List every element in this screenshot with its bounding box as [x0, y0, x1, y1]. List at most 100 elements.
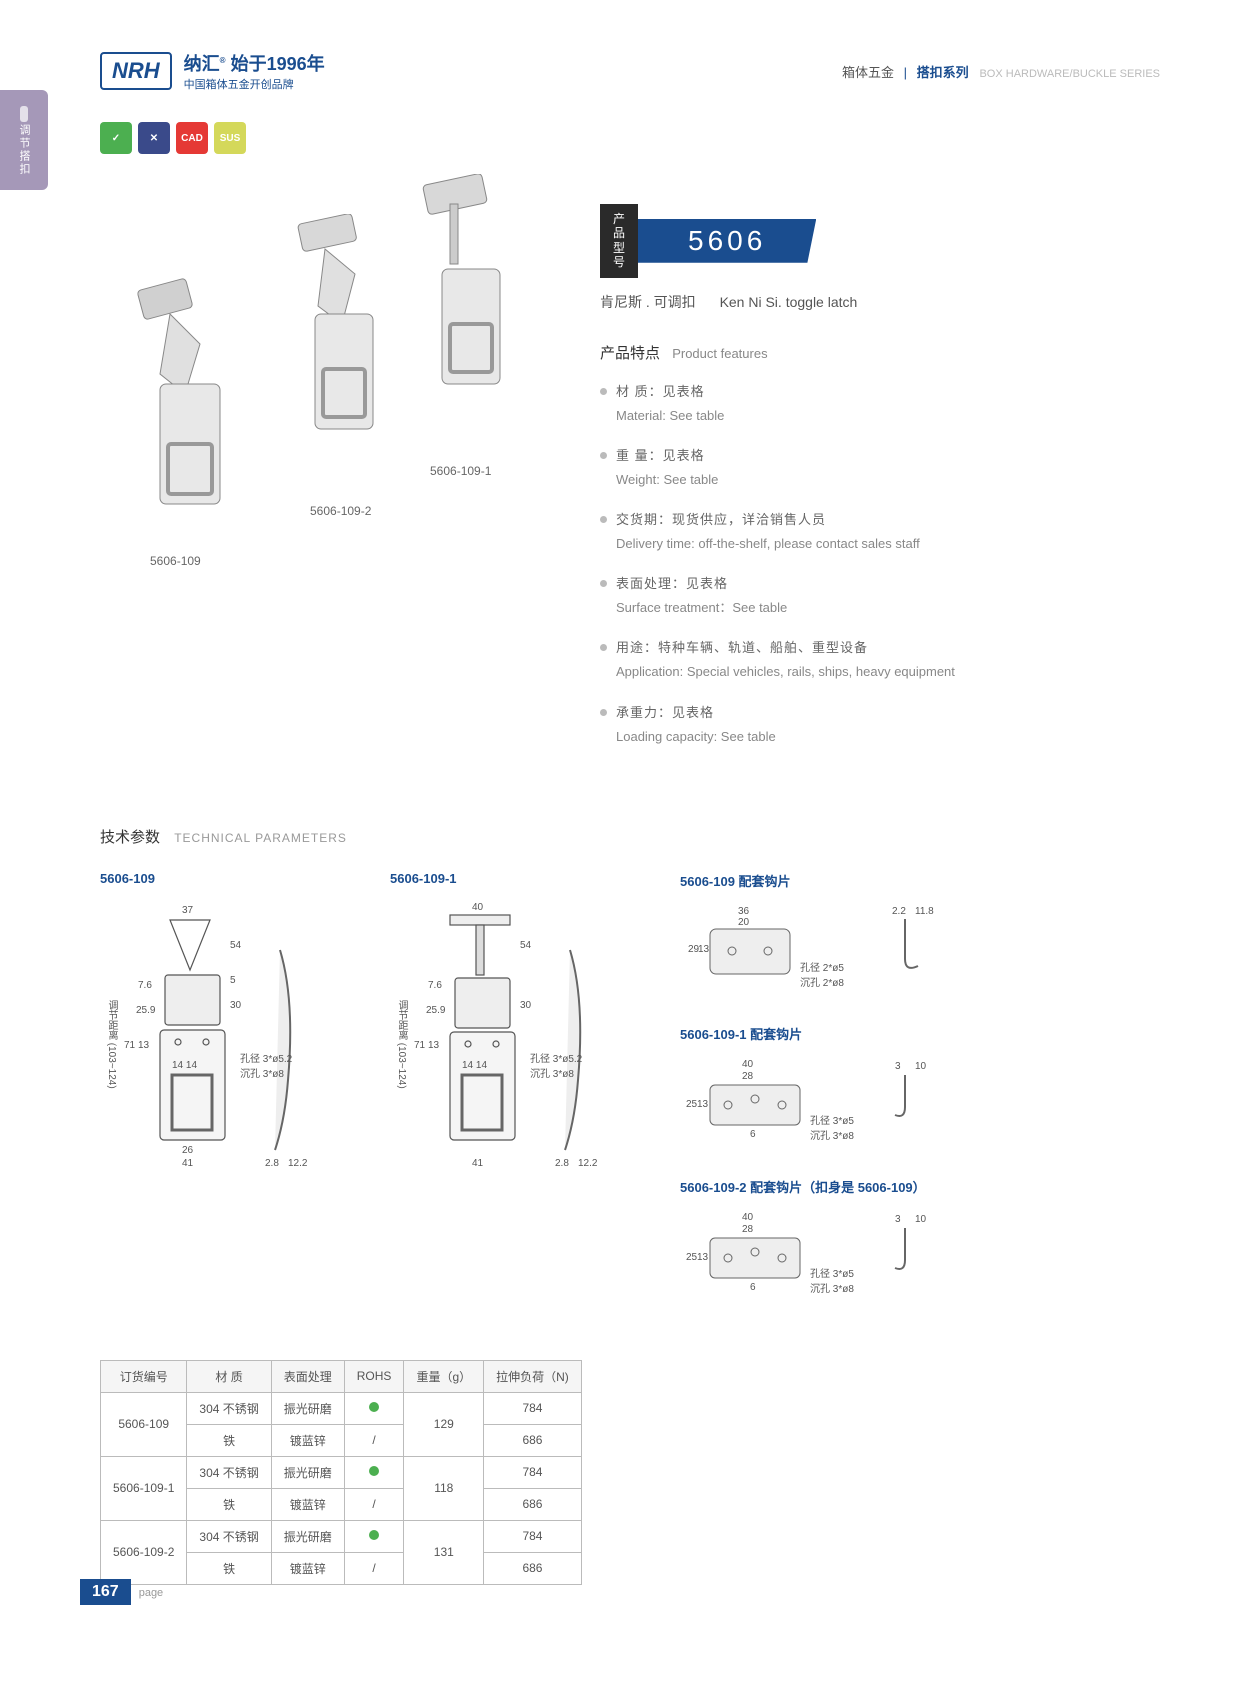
td-wt: 118 [404, 1456, 484, 1520]
d2-h1: 54 [520, 940, 531, 951]
info-column: 产品 型号 5606 肯尼斯 . 可调扣 Ken Ni Si. toggle l… [600, 174, 1160, 766]
hr-en: BOX HARDWARE/BUCKLE SERIES [979, 68, 1160, 80]
h1-s2: 11.8 [915, 906, 934, 917]
param-table: 订货编号材 质表面处理ROHS重量（g）拉伸负荷（N) 5606-109304 … [100, 1360, 582, 1585]
model-tag: 产品 型号 [600, 204, 638, 278]
td-surf: 振光研磨 [271, 1456, 344, 1488]
feat-title-en: Product features [672, 346, 767, 361]
feat-en: Material: See table [616, 405, 1160, 427]
sub-cn: 肯尼斯 . 可调扣 [600, 294, 696, 310]
d2-b1: 14 [462, 1060, 473, 1071]
h1-s1: 2.2 [892, 906, 906, 917]
header: NRH 纳汇® 始于1996年 中国箱体五金开创品牌 箱体五金 | 搭扣系列 B… [100, 50, 1160, 92]
td-load: 784 [484, 1392, 582, 1424]
td-mat: 铁 [187, 1424, 271, 1456]
h2-w2: 28 [742, 1071, 753, 1082]
h3-h: 25 [686, 1252, 697, 1263]
since: 始于1996年 [231, 54, 325, 74]
d2-hole: 孔径 3*ø5.2 沉孔 3*ø8 [530, 1050, 582, 1080]
d1-b3: 26 [182, 1145, 193, 1156]
d1-h2: 7.6 [138, 980, 152, 991]
h1-h2: 13 [698, 944, 709, 955]
td-mat: 304 不锈钢 [187, 1456, 271, 1488]
table-row: 5606-109-1304 不锈钢振光研磨118784 [101, 1456, 582, 1488]
feat-en: Surface treatment：See table [616, 597, 1160, 619]
d2-b2: 14 [476, 1060, 487, 1071]
d2-h5: 71 [414, 1040, 425, 1051]
h2-hole: 孔径 3*ø5 沉孔 3*ø8 [810, 1112, 854, 1142]
h2-s1: 3 [895, 1061, 901, 1072]
feat-cn: 重 量：见表格 [616, 448, 705, 463]
d1-b1: 14 [172, 1060, 183, 1071]
td-code: 5606-109 [101, 1392, 187, 1456]
brand-cn: 纳汇 [184, 54, 220, 74]
td-rohs [344, 1520, 404, 1552]
feature-item: 表面处理：见表格 Surface treatment：See table [600, 573, 1160, 619]
d1-s2: 12.2 [288, 1158, 307, 1169]
td-rohs: / [344, 1488, 404, 1520]
td-code: 5606-109-2 [101, 1520, 187, 1584]
td-wt: 131 [404, 1520, 484, 1584]
d1-b2: 14 [186, 1060, 197, 1071]
d1-label: 5606-109 [100, 871, 360, 886]
th: 订货编号 [101, 1360, 187, 1392]
prod-lbl-1: 5606-109 [150, 554, 201, 568]
table-row: 5606-109-2304 不锈钢振光研磨131784 [101, 1520, 582, 1552]
diagram-1: 37 54 7.6 5 25.9 30 13 71 调节距离 (103~124)… [100, 900, 360, 1180]
td-mat: 304 不锈钢 [187, 1520, 271, 1552]
td-load: 784 [484, 1456, 582, 1488]
d2-h4: 13 [428, 1040, 439, 1051]
hook2: 40 28 25 13 6 孔径 3*ø5 沉孔 3*ø8 3 10 [680, 1057, 960, 1157]
th: 表面处理 [271, 1360, 344, 1392]
h3-w2: 28 [742, 1224, 753, 1235]
h1-w: 36 [738, 906, 749, 917]
d2-s2: 12.2 [578, 1158, 597, 1169]
sub-en: Ken Ni Si. toggle latch [720, 294, 858, 310]
hr-bold: 搭扣系列 [917, 65, 969, 80]
h3-h2: 13 [697, 1252, 708, 1263]
product-image-area: 5606-109 5606-109-2 [100, 174, 560, 594]
h2-h: 25 [686, 1099, 697, 1110]
hook1: 36 20 29 13 孔径 2*ø5 沉孔 2*ø8 2.2 11.8 [680, 904, 960, 1004]
hook3: 40 28 25 13 6 孔径 3*ø5 沉孔 3*ø8 3 10 [680, 1210, 960, 1310]
d1-s1: 2.8 [265, 1158, 279, 1169]
feat-en: Application: Special vehicles, rails, sh… [616, 661, 1160, 683]
td-load: 784 [484, 1520, 582, 1552]
h2-w: 40 [742, 1059, 753, 1070]
td-surf: 镀蓝锌 [271, 1488, 344, 1520]
td-wt: 129 [404, 1392, 484, 1456]
th: 重量（g） [404, 1360, 484, 1392]
icon-4: SUS [214, 122, 246, 154]
d1-wtop: 37 [182, 905, 193, 916]
d1-h6: 71 [124, 1040, 135, 1051]
diagram-2: 40 54 7.6 25.9 30 13 71 调节距离 (103~124) 1… [390, 900, 650, 1180]
th: ROHS [344, 1360, 404, 1392]
d1-b4: 41 [182, 1158, 193, 1169]
h2-h3: 6 [750, 1129, 756, 1140]
th: 拉伸负荷（N) [484, 1360, 582, 1392]
feature-item: 材 质：见表格 Material: See table [600, 381, 1160, 427]
td-code: 5606-109-1 [101, 1456, 187, 1520]
h3-s2: 10 [915, 1214, 926, 1225]
d2-s1: 2.8 [555, 1158, 569, 1169]
h2-s2: 10 [915, 1061, 926, 1072]
td-surf: 振光研磨 [271, 1520, 344, 1552]
d1-range: 调节距离 (103~124) [104, 1000, 119, 1089]
d1-h3: 5 [230, 975, 236, 986]
feat-cn: 材 质：见表格 [616, 384, 705, 399]
tech-en: TECHNICAL PARAMETERS [174, 831, 347, 845]
h1-w2: 20 [738, 917, 749, 928]
icon-2: ✕ [138, 122, 170, 154]
prod-lbl-2: 5606-109-2 [310, 504, 371, 518]
feature-item: 用途：特种车辆、轨道、船舶、重型设备Application: Special v… [600, 637, 1160, 683]
logo: NRH [100, 52, 172, 90]
d1-hole: 孔径 3*ø5.2 沉孔 3*ø8 [240, 1050, 292, 1080]
icon-3: CAD [176, 122, 208, 154]
table-row: 5606-109304 不锈钢振光研磨129784 [101, 1392, 582, 1424]
page-number: 167 page [80, 1579, 163, 1605]
feat-cn: 表面处理：见表格 [616, 576, 728, 591]
d2-wtop: 40 [472, 902, 483, 913]
feat-en: Weight: See table [616, 469, 1160, 491]
h3-s1: 3 [895, 1214, 901, 1225]
td-mat: 铁 [187, 1552, 271, 1584]
